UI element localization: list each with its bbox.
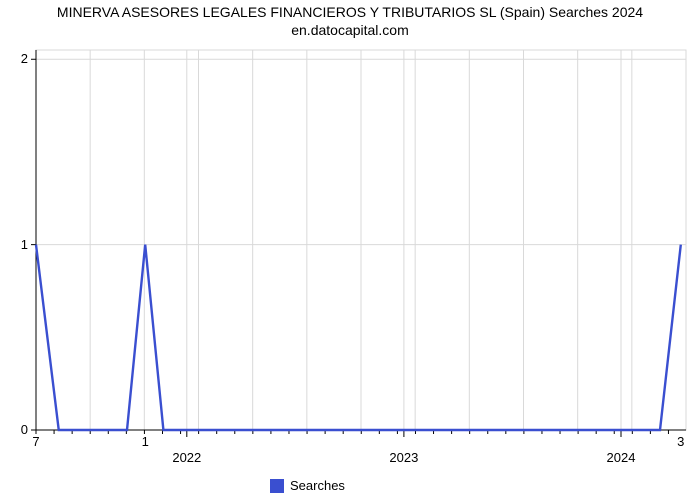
tick-label: 1 [21,237,28,252]
legend: Searches [270,478,345,493]
plot-area [36,50,686,430]
tick-label: 2024 [607,450,636,465]
tick-label: 3 [677,434,684,449]
tick-label: 2023 [389,450,418,465]
legend-swatch [270,479,284,493]
legend-label: Searches [290,478,345,493]
chart-svg [36,50,686,430]
tick-label: 2022 [172,450,201,465]
tick-label: 0 [21,422,28,437]
chart-container: MINERVA ASESORES LEGALES FINANCIEROS Y T… [0,0,700,500]
chart-title: MINERVA ASESORES LEGALES FINANCIEROS Y T… [0,4,700,39]
tick-label: 7 [32,434,39,449]
tick-label: 1 [142,434,149,449]
tick-label: 2 [21,51,28,66]
